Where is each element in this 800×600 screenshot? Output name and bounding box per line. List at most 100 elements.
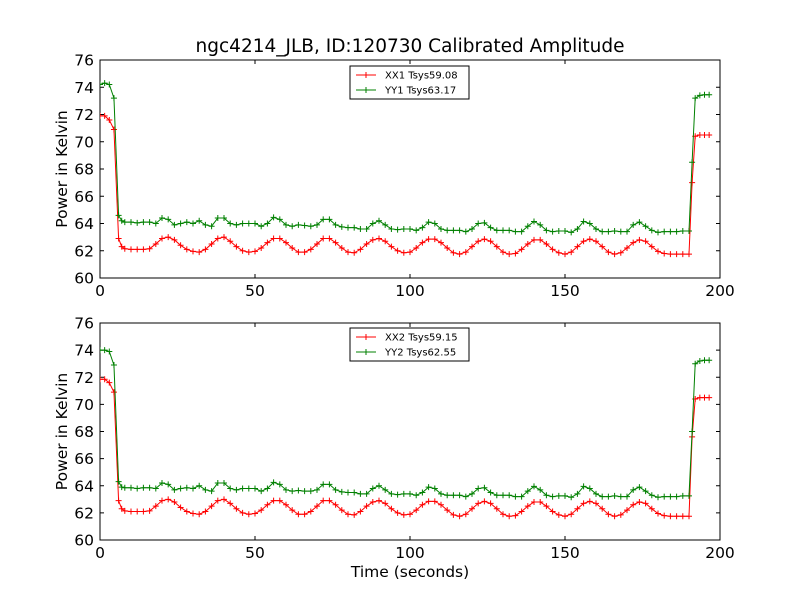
data-point-marker	[202, 508, 209, 515]
data-point-marker	[593, 225, 599, 232]
data-point-marker	[431, 220, 438, 227]
data-point-marker	[438, 501, 444, 508]
x-tick-label: 50	[245, 544, 265, 562]
data-point-marker	[568, 494, 575, 501]
data-point-marker	[605, 511, 612, 518]
data-point-marker	[183, 246, 190, 253]
data-point-marker	[345, 224, 351, 231]
data-point-marker	[227, 220, 234, 227]
data-point-marker	[332, 221, 339, 228]
data-point-marker	[673, 513, 680, 520]
y-tick-label: 70	[74, 133, 94, 151]
data-point-marker	[376, 497, 382, 504]
data-point-marker	[183, 484, 190, 491]
data-point-marker	[537, 486, 544, 493]
data-point-marker	[555, 249, 562, 256]
data-point-marker	[537, 499, 544, 506]
data-point-marker	[152, 220, 159, 227]
data-point-marker	[518, 228, 525, 235]
data-point-marker	[183, 508, 190, 515]
data-point-marker	[444, 245, 451, 252]
figure-title: ngc4214_JLB, ID:120730 Calibrated Amplit…	[196, 36, 625, 57]
data-point-marker	[376, 482, 382, 489]
data-point-marker	[245, 249, 252, 256]
data-point-marker	[252, 510, 258, 517]
data-point-marker	[518, 493, 525, 500]
data-point-marker	[630, 486, 637, 493]
y-tick-label: 60	[74, 532, 94, 550]
data-point-marker	[475, 238, 482, 245]
data-point-marker	[190, 248, 196, 255]
data-point-marker	[413, 492, 420, 499]
data-point-marker	[171, 499, 178, 506]
data-point-marker	[500, 249, 506, 256]
data-point-marker	[636, 236, 643, 243]
x-tick-label: 150	[550, 282, 580, 300]
data-point-marker	[574, 505, 581, 512]
data-point-marker	[493, 492, 500, 499]
data-point-marker	[518, 508, 525, 515]
data-point-marker	[689, 428, 696, 435]
data-point-marker	[605, 249, 612, 256]
x-tick-label: 50	[245, 282, 265, 300]
y-tick-label: 68	[74, 423, 94, 441]
data-point-marker	[208, 503, 215, 510]
legend-marker	[363, 334, 369, 340]
data-point-marker	[444, 507, 451, 514]
data-point-marker	[679, 227, 686, 234]
data-point-marker	[586, 220, 593, 227]
data-point-marker	[152, 503, 159, 510]
data-point-marker	[388, 225, 395, 232]
data-point-marker	[413, 245, 420, 252]
y-axis-label: Power in Kelvin	[53, 110, 71, 227]
data-point-marker	[531, 483, 537, 490]
data-point-marker	[101, 80, 108, 87]
data-point-marker	[264, 220, 271, 227]
data-point-marker	[270, 214, 277, 221]
data-point-marker	[400, 249, 407, 256]
data-point-marker	[512, 228, 519, 235]
data-point-marker	[407, 249, 413, 256]
data-point-marker	[245, 511, 252, 518]
data-point-marker	[101, 112, 108, 119]
data-point-marker	[171, 221, 178, 228]
data-point-marker	[233, 221, 240, 228]
y-tick-label: 74	[74, 342, 94, 360]
data-point-marker	[574, 490, 581, 497]
legend-box	[349, 327, 470, 362]
data-point-marker	[326, 481, 333, 488]
data-point-marker	[283, 221, 289, 228]
data-point-marker	[562, 227, 568, 234]
data-point-marker	[487, 500, 494, 507]
data-point-marker	[679, 251, 686, 258]
data-point-marker	[555, 511, 562, 518]
data-point-marker	[580, 483, 587, 490]
data-point-marker	[531, 499, 537, 506]
data-point-marker	[177, 504, 184, 511]
data-point-marker	[326, 235, 333, 242]
data-point-marker	[696, 357, 703, 364]
data-point-marker	[115, 478, 122, 485]
data-point-marker	[686, 492, 692, 499]
data-point-marker	[617, 228, 624, 235]
data-point-marker	[667, 228, 674, 235]
data-point-marker	[605, 493, 612, 500]
data-point-marker	[655, 248, 661, 255]
y-tick-label: 76	[74, 52, 94, 70]
data-point-marker	[295, 511, 302, 518]
data-point-marker	[110, 126, 117, 133]
data-point-marker	[140, 219, 147, 226]
data-point-marker	[413, 227, 420, 234]
data-point-marker	[165, 216, 172, 223]
data-point-marker	[438, 239, 444, 246]
data-point-marker	[239, 247, 246, 254]
data-point-marker	[599, 505, 606, 512]
data-point-marker	[506, 513, 513, 520]
data-point-marker	[543, 492, 550, 499]
data-point-marker	[134, 219, 141, 226]
data-point-marker	[101, 376, 108, 383]
plot-panel-top: 0 50 100 150 200 60 62 64 66 68 70 72 74 76 Power in K…	[53, 52, 735, 301]
data-point-marker	[475, 220, 482, 227]
y-tick-label: 66	[74, 188, 94, 206]
